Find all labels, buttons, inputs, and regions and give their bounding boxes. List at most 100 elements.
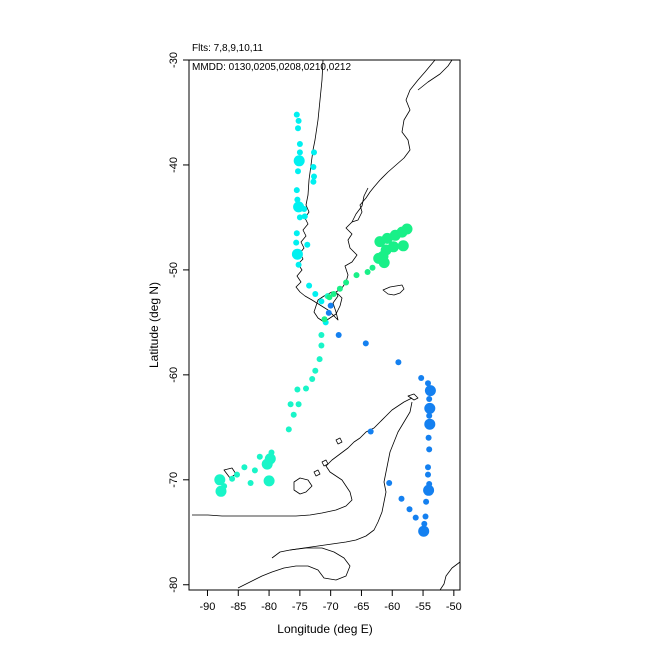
- coastline-antarctic-peninsula: [192, 397, 413, 517]
- coastline-south-orkney: [407, 393, 419, 401]
- x-tick-label: -60: [384, 601, 400, 613]
- data-point: [296, 214, 303, 221]
- data-point: [327, 302, 334, 309]
- data-point: [306, 282, 313, 289]
- data-point: [293, 239, 300, 246]
- y-tick-label: -40: [168, 157, 180, 173]
- data-point: [425, 471, 431, 478]
- data-point: [312, 367, 319, 374]
- data-point: [401, 223, 413, 235]
- coastline-alexander-island: [293, 477, 313, 495]
- coastline-ice-shelf: [237, 547, 351, 589]
- data-point: [418, 525, 430, 537]
- data-point: [367, 428, 374, 435]
- data-point: [309, 376, 316, 382]
- data-point: [295, 117, 302, 124]
- data-point: [295, 261, 302, 268]
- data-point: [398, 495, 405, 502]
- data-point: [261, 458, 273, 470]
- x-tick-label: -90: [200, 601, 216, 613]
- y-tick-label: -70: [168, 472, 180, 488]
- data-point: [241, 464, 248, 471]
- data-point: [422, 513, 429, 520]
- data-point: [325, 309, 332, 316]
- data-point: [316, 356, 323, 363]
- y-axis: -30 -40 -50 -60 -70 -80: [168, 52, 189, 593]
- data-point: [318, 342, 325, 349]
- data-point: [426, 446, 433, 453]
- data-point: [424, 418, 436, 430]
- data-point: [423, 498, 430, 505]
- coastline-uruguay: [417, 59, 453, 91]
- data-point: [421, 520, 428, 527]
- data-point: [362, 340, 369, 347]
- x-tick-label: -85: [230, 601, 246, 613]
- data-point: [296, 149, 303, 156]
- data-point: [353, 272, 360, 279]
- data-point: [343, 279, 350, 286]
- data-point: [287, 401, 294, 408]
- data-point: [295, 125, 301, 132]
- data-point: [406, 506, 413, 513]
- data-point: [424, 402, 436, 414]
- data-point: [247, 480, 254, 486]
- coastline-peninsula-east: [271, 401, 413, 559]
- data-point: [311, 149, 317, 156]
- dates-label: MMDD: 0130,0205,0208,0210,0212: [192, 62, 351, 73]
- data-point: [301, 213, 308, 220]
- data-point: [388, 241, 399, 253]
- data-point: [310, 164, 317, 170]
- data-point: [326, 294, 333, 301]
- flights-label: Flts: 7,8,9,10,11: [192, 43, 263, 54]
- plot-frame: [188, 59, 461, 591]
- coastline: [192, 59, 461, 591]
- data-point: [335, 332, 342, 338]
- data-point: [310, 178, 317, 185]
- data-point: [303, 385, 309, 392]
- data-point: [290, 411, 297, 418]
- coastline-thurston: [223, 467, 237, 479]
- data-point: [293, 230, 300, 237]
- coastline-south-america: [295, 59, 436, 321]
- data-point: [304, 241, 311, 248]
- data-point: [321, 316, 328, 323]
- data-point: [395, 359, 402, 366]
- data-point: [330, 291, 337, 297]
- coastline-tierra-del-fuego: [313, 291, 343, 323]
- data-point: [336, 285, 343, 292]
- x-tick-label: -75: [292, 601, 308, 613]
- data-point: [418, 375, 425, 381]
- y-tick-label: -50: [168, 262, 180, 278]
- data-point: [423, 484, 435, 496]
- x-tick-label: -55: [415, 601, 431, 613]
- coastline-small-islands: [313, 437, 343, 477]
- data-point: [263, 475, 275, 487]
- data-point: [425, 434, 432, 441]
- data-point: [318, 332, 325, 338]
- data-point: [364, 269, 371, 275]
- data-point: [397, 240, 409, 252]
- data-point: [294, 386, 301, 393]
- data-point: [318, 298, 325, 305]
- y-tick-label: -80: [168, 577, 180, 593]
- data-point: [311, 173, 317, 180]
- data-point: [412, 514, 419, 521]
- data-point: [293, 155, 305, 167]
- data-point: [294, 196, 301, 203]
- data-point: [295, 168, 301, 175]
- data-point: [215, 485, 227, 497]
- data-point: [425, 464, 431, 471]
- flight-track-points: [214, 111, 436, 537]
- x-tick-label: -50: [446, 601, 462, 613]
- data-point: [424, 385, 436, 397]
- x-tick-label: -65: [354, 601, 370, 613]
- y-axis-title: Latitude (deg N): [147, 282, 161, 368]
- x-axis-title: Longitude (deg E): [277, 622, 372, 636]
- coastline-falklands: [382, 284, 405, 296]
- data-point: [293, 111, 300, 118]
- data-point: [234, 471, 240, 478]
- data-point: [312, 291, 319, 297]
- data-point: [426, 412, 433, 419]
- data-point: [301, 206, 308, 212]
